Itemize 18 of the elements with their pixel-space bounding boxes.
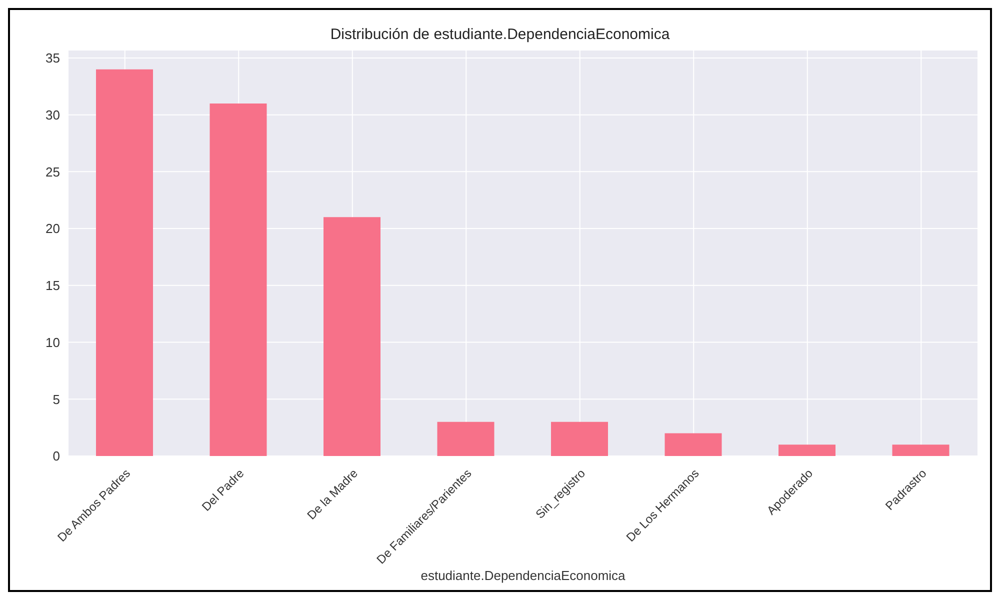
bar bbox=[324, 217, 380, 456]
y-tick-label: 15 bbox=[46, 278, 60, 294]
chart-title: Distribución de estudiante.DependenciaEconomica bbox=[329, 26, 671, 43]
y-tick-label: 25 bbox=[46, 164, 60, 180]
bar bbox=[892, 444, 950, 456]
bar bbox=[210, 103, 267, 456]
bar bbox=[551, 422, 608, 456]
y-tick-label: 30 bbox=[46, 107, 60, 122]
bar bbox=[778, 444, 836, 456]
bar bbox=[96, 69, 153, 456]
y-tick-label: 35 bbox=[46, 50, 60, 66]
y-tick-label: 5 bbox=[52, 392, 60, 407]
x-axis-title: estudiante.DependenciaEconomica bbox=[420, 568, 626, 583]
y-tick-label: 20 bbox=[46, 221, 60, 236]
bar bbox=[664, 433, 722, 456]
y-tick-label: 10 bbox=[46, 334, 60, 350]
y-tick-label: 0 bbox=[52, 448, 60, 464]
bar bbox=[437, 422, 494, 456]
